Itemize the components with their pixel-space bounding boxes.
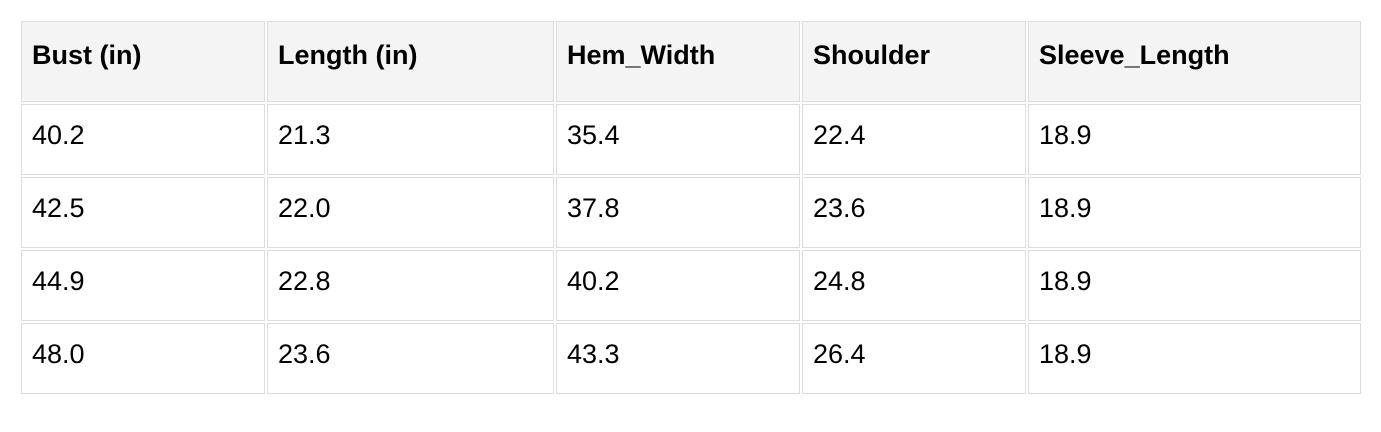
table-cell: 23.6: [267, 323, 554, 394]
column-header-hem-width: Hem_Width: [556, 21, 800, 102]
table-cell: 22.8: [267, 250, 554, 321]
table-cell: 35.4: [556, 104, 800, 175]
table-cell: 21.3: [267, 104, 554, 175]
table-cell: 24.8: [802, 250, 1026, 321]
column-header-sleeve-length: Sleeve_Length: [1028, 21, 1361, 102]
table-cell: 23.6: [802, 177, 1026, 248]
table-cell: 43.3: [556, 323, 800, 394]
column-header-length: Length (in): [267, 21, 554, 102]
table-cell: 48.0: [21, 323, 265, 394]
size-chart-table: Bust (in) Length (in) Hem_Width Shoulder…: [19, 19, 1363, 396]
table-row: 42.5 22.0 37.8 23.6 18.9: [21, 177, 1361, 248]
table-cell: 44.9: [21, 250, 265, 321]
column-header-bust: Bust (in): [21, 21, 265, 102]
table-cell: 18.9: [1028, 323, 1361, 394]
table-row: 40.2 21.3 35.4 22.4 18.9: [21, 104, 1361, 175]
table-row: 48.0 23.6 43.3 26.4 18.9: [21, 323, 1361, 394]
table-cell: 22.0: [267, 177, 554, 248]
column-header-shoulder: Shoulder: [802, 21, 1026, 102]
table-cell: 18.9: [1028, 250, 1361, 321]
table-cell: 22.4: [802, 104, 1026, 175]
table-cell: 37.8: [556, 177, 800, 248]
table-row: 44.9 22.8 40.2 24.8 18.9: [21, 250, 1361, 321]
header-row: Bust (in) Length (in) Hem_Width Shoulder…: [21, 21, 1361, 102]
table-cell: 18.9: [1028, 104, 1361, 175]
table-cell: 40.2: [21, 104, 265, 175]
table-cell: 42.5: [21, 177, 265, 248]
table-cell: 40.2: [556, 250, 800, 321]
table-cell: 26.4: [802, 323, 1026, 394]
table-cell: 18.9: [1028, 177, 1361, 248]
